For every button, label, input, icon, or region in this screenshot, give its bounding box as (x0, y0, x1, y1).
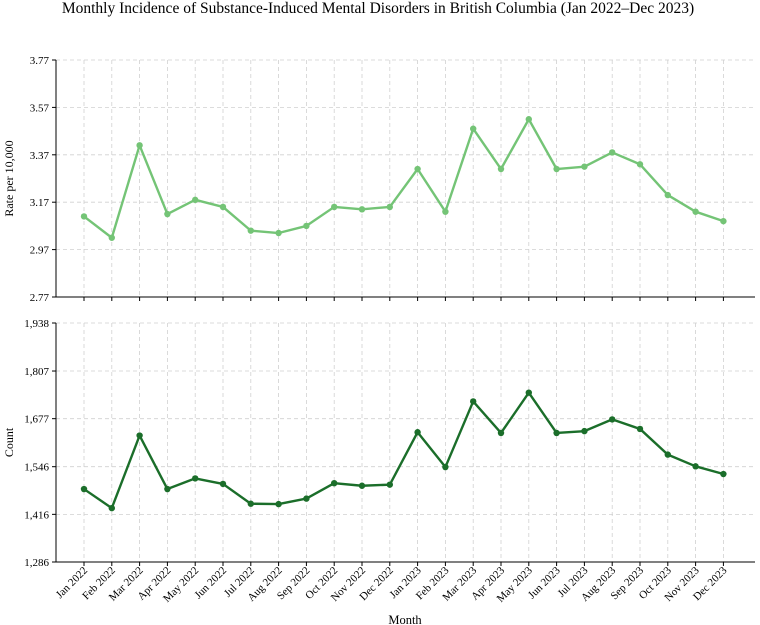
data-point (609, 416, 616, 423)
y-tick-label: 3.77 (30, 55, 50, 67)
data-point (692, 208, 699, 215)
y-tick-label: 2.97 (30, 245, 50, 257)
data-point (331, 479, 338, 487)
data-point (358, 482, 366, 489)
data-point (219, 203, 227, 211)
data-point (525, 116, 532, 123)
data-point (553, 429, 560, 437)
data-point (609, 149, 616, 156)
data-point (275, 229, 282, 237)
data-point (386, 203, 393, 211)
y-tick-label: 3.17 (30, 197, 50, 209)
data-point (636, 425, 644, 433)
data-point (553, 165, 560, 173)
y-tick-label: 1,807 (24, 366, 49, 378)
data-point (303, 222, 310, 230)
panels: 2.77 2.97 3.17 3.37 3.57 3.77 Rate per 10,000 1… (2, 55, 755, 569)
y-axis-label: Rate per 10,000 (2, 140, 16, 216)
series-line (83, 391, 724, 510)
data-point (720, 217, 727, 225)
data-point (192, 196, 199, 204)
data-point (164, 485, 171, 493)
data-point (414, 429, 421, 436)
y-tick-label: 2.77 (30, 292, 50, 304)
data-point (108, 504, 116, 512)
data-point (470, 125, 477, 132)
data-point (442, 208, 449, 215)
data-point (80, 485, 88, 493)
data-point (497, 429, 505, 437)
data-point (247, 500, 254, 507)
data-point (80, 213, 88, 220)
data-point (108, 234, 116, 241)
data-point (219, 480, 227, 488)
data-point (581, 427, 588, 435)
data-point (497, 165, 505, 173)
data-point (358, 206, 366, 213)
data-point (442, 463, 449, 471)
data-point (331, 203, 338, 211)
y-tick-label: 1,416 (24, 509, 49, 521)
panel-1: 2.77 2.97 3.17 3.37 3.57 3.77 Rate per 10,000 (2, 55, 755, 304)
data-point (414, 165, 421, 173)
data-point (470, 398, 477, 405)
data-point (136, 432, 143, 439)
y-tick-label: 1,677 (24, 414, 49, 426)
data-point (525, 389, 532, 396)
data-point (247, 227, 254, 234)
data-point (664, 191, 671, 199)
chart-title: Monthly Incidence of Substance-Induced M… (62, 0, 694, 17)
data-point (303, 495, 310, 502)
data-point (664, 451, 671, 458)
y-tick-label: 1,938 (24, 318, 49, 330)
y-tick-label: 1,546 (24, 462, 49, 474)
data-point (275, 500, 282, 508)
y-tick-label: 1,286 (24, 557, 49, 569)
data-point (720, 470, 727, 478)
data-point (192, 475, 199, 482)
y-tick-label: 3.37 (30, 150, 50, 162)
data-point (581, 163, 588, 170)
data-point (164, 210, 171, 218)
data-point (692, 463, 699, 470)
y-axis-label: Count (2, 427, 16, 457)
x-axis-label: Month (388, 613, 422, 625)
series-line (83, 118, 724, 239)
data-point (636, 161, 644, 168)
panel-2: 1,286 1,416 1,546 1,677 1,807 1,938 Count (2, 318, 755, 569)
y-tick-label: 3.57 (30, 102, 50, 114)
data-point (386, 481, 393, 488)
data-point (136, 142, 143, 149)
